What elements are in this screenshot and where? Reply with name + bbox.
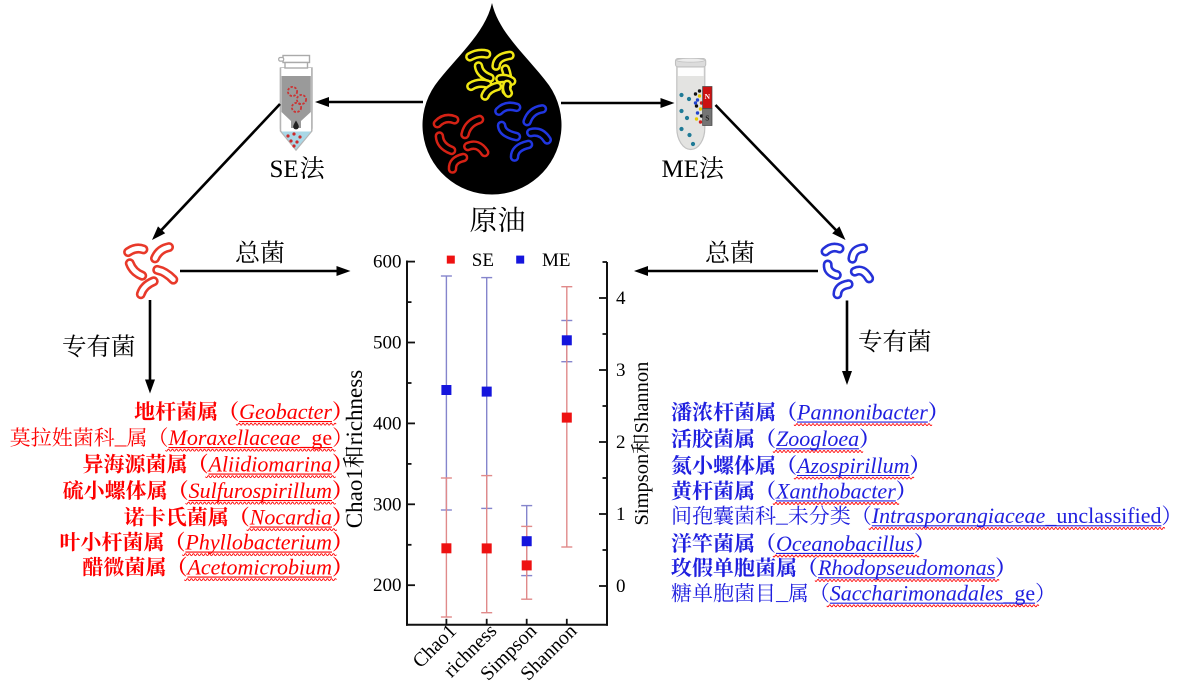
svg-text:Saccharimonadales: Saccharimonadales bbox=[830, 581, 1004, 606]
svg-text:4: 4 bbox=[616, 288, 626, 309]
svg-text:SE: SE bbox=[472, 250, 494, 271]
svg-text:2: 2 bbox=[616, 432, 626, 453]
svg-text:0: 0 bbox=[616, 576, 626, 597]
svg-text:Oceanobacillus: Oceanobacillus bbox=[776, 531, 914, 556]
svg-text:_unclassified: _unclassified bbox=[1044, 503, 1161, 528]
svg-text:Acetomicrobium: Acetomicrobium bbox=[185, 555, 332, 580]
svg-text:_ge: _ge bbox=[1002, 581, 1035, 606]
svg-text:Aliidiomarina: Aliidiomarina bbox=[207, 452, 332, 477]
svg-text:3: 3 bbox=[616, 360, 626, 381]
svg-text:300: 300 bbox=[373, 494, 402, 515]
svg-text:Pannonibacter: Pannonibacter bbox=[796, 400, 928, 425]
svg-text:Sulfurospirillum: Sulfurospirillum bbox=[189, 478, 332, 503]
svg-text:400: 400 bbox=[373, 413, 402, 434]
svg-text:600: 600 bbox=[373, 252, 402, 273]
svg-text:ME: ME bbox=[662, 156, 700, 183]
svg-text:Simpson: Simpson bbox=[631, 454, 653, 526]
svg-text:Phyllobacterium: Phyllobacterium bbox=[184, 530, 332, 555]
svg-text:_ge: _ge bbox=[299, 425, 332, 450]
svg-text:Azospirillum: Azospirillum bbox=[795, 453, 909, 478]
svg-text:Intrasporangiaceae: Intrasporangiaceae bbox=[871, 503, 1046, 528]
svg-text:Rhodopseudomonas: Rhodopseudomonas bbox=[817, 555, 995, 580]
svg-text:Chao1: Chao1 bbox=[342, 468, 367, 528]
svg-text:Zoogloea: Zoogloea bbox=[776, 426, 859, 451]
svg-text:Xanthobacter: Xanthobacter bbox=[775, 478, 896, 503]
svg-text:500: 500 bbox=[373, 333, 402, 354]
svg-text:ME: ME bbox=[542, 250, 571, 271]
svg-text:N: N bbox=[705, 92, 711, 101]
svg-text:Moraxellaceae: Moraxellaceae bbox=[168, 425, 301, 450]
svg-text:Shannon: Shannon bbox=[631, 362, 653, 434]
svg-text:SE: SE bbox=[270, 156, 299, 183]
svg-text:Geobacter: Geobacter bbox=[239, 399, 332, 424]
svg-text:1: 1 bbox=[616, 504, 626, 525]
svg-text:Nocardia: Nocardia bbox=[249, 505, 332, 530]
svg-text:S: S bbox=[705, 115, 709, 123]
svg-text:200: 200 bbox=[373, 575, 402, 596]
svg-text:richness: richness bbox=[342, 370, 367, 445]
